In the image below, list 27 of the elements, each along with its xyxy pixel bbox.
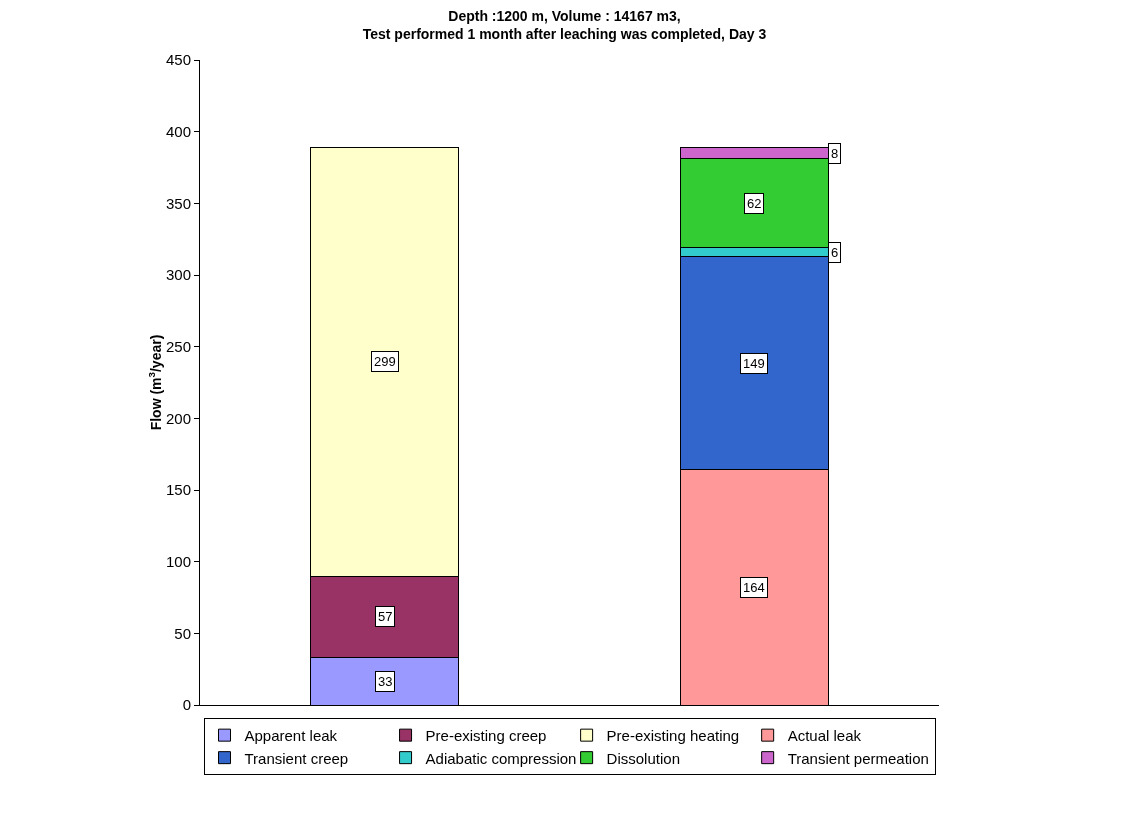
y-tick-label: 150: [165, 481, 191, 499]
legend-label: Transient permeation: [787, 749, 929, 767]
data-label: 164: [743, 580, 765, 595]
y-tick-label: 350: [165, 194, 191, 212]
y-tick-label: 50: [174, 624, 191, 642]
y-tick-label: 200: [165, 409, 191, 427]
legend-label: Transient creep: [244, 749, 349, 767]
legend-label: Pre-existing heating: [606, 727, 740, 744]
data-label: 8: [831, 146, 839, 161]
chart-title: Depth :1200 m, Volume : 14167 m3, Test performed 1 month after leaching was completed, Day 3: [362, 7, 767, 42]
data-label: 57: [378, 609, 393, 624]
y-tick-label: 250: [165, 337, 191, 355]
legend-label: Apparent leak: [244, 727, 338, 744]
data-label: 6: [831, 245, 839, 260]
data-label: 149: [743, 356, 765, 371]
y-tick-label: 450: [165, 51, 191, 69]
y-tick-label: 300: [165, 266, 191, 284]
legend-label: Actual leak: [787, 727, 862, 744]
data-label: 299: [374, 354, 396, 369]
y-tick-label: 0: [182, 696, 191, 714]
data-label: 33: [378, 674, 393, 689]
legend-label: Dissolution: [606, 749, 680, 767]
y-tick-label: 400: [165, 122, 191, 140]
data-label: 62: [747, 196, 762, 211]
legend-label: Pre-existing creep: [425, 727, 547, 744]
legend-label: Adiabatic compression: [425, 749, 577, 767]
y-tick-label: 100: [165, 552, 191, 570]
